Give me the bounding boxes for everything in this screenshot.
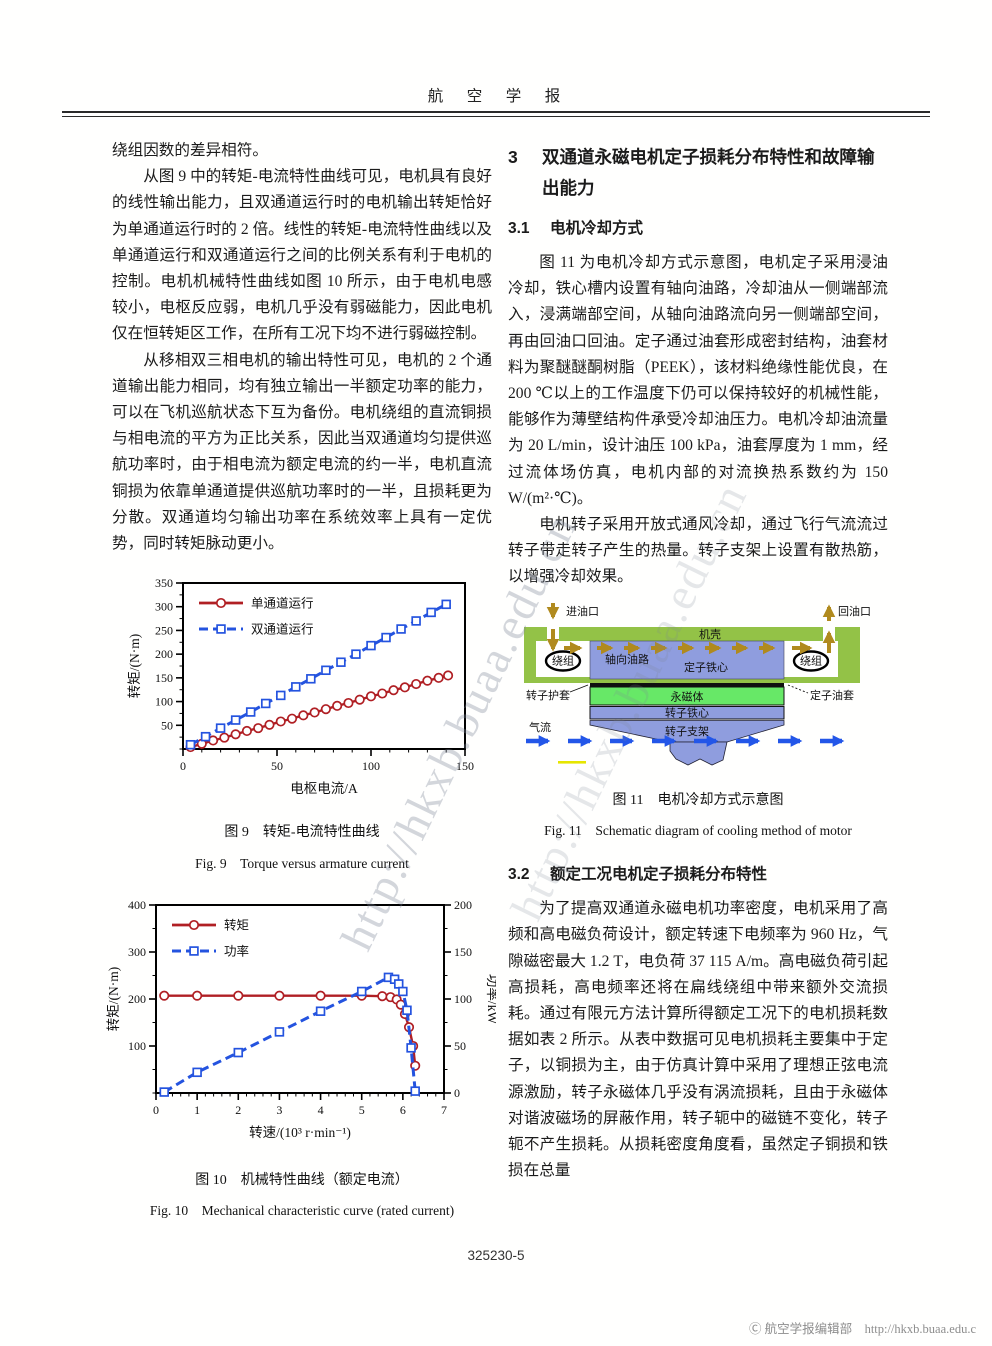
svg-text:转矩/(N·m): 转矩/(N·m) [106,967,121,1032]
fig10-chart-svg: 0 1 2 3 4 5 6 7 100 200 300 400 0 50 100 150 200 转速/(10³ … [106,898,501,1140]
paragraph: 为了提高双通道永磁电机功率密度，电机采用了高频和高电磁负荷设计，额定转速下电频率… [508,900,888,1180]
left-column: 绕组因数的差异相符。 从图 9 中的转矩-电流特性曲线可见，电机具有良好的线性输… [106,138,501,1225]
fig11-caption-en: Fig. 11 Schematic diagram of cooling met… [544,823,852,839]
oil-return-label: 回油口 [838,604,871,618]
journal-title: 航 空 学 报 [427,88,565,105]
fig9-caption-cn: 图 9 转矩-电流特性曲线 [224,825,380,841]
section-number: 3 [508,147,518,167]
paragraph: 图 11 为电机冷却方式示意图，电机定子采用浸油冷却，铁心槽内设置有轴向油路，冷… [508,254,888,507]
svg-text:转矩/(N·m): 转矩/(N·m) [127,634,142,699]
section-number: 3.2 [508,866,530,884]
magnet-label: 永磁体 [671,689,704,703]
svg-text:功率/kW: 功率/kW [485,974,496,1025]
svg-text:200: 200 [128,992,146,1006]
svg-text:0: 0 [153,1103,159,1117]
rotor-sheath-bar [590,682,784,687]
fig10-chart: 0 1 2 3 4 5 6 7 100 200 300 400 0 50 100 150 200 转速/(10³ … [104,893,501,1160]
svg-text:0: 0 [454,1086,460,1100]
section-3-2-heading: 3.2 额定工况电机定子损耗分布特性 [508,864,888,886]
svg-text:6: 6 [400,1103,406,1117]
section-3-1-heading: 3.1 电机冷却方式 [508,218,888,240]
svg-text:功率: 功率 [224,943,249,958]
fig11-caption-cn: 图 11 电机冷却方式示意图 [612,792,784,808]
svg-text:电枢电流/A: 电枢电流/A [290,781,358,796]
svg-text:2: 2 [235,1103,241,1117]
oil-arrows [546,602,836,655]
svg-text:7: 7 [441,1103,447,1117]
svg-text:50: 50 [454,1039,466,1053]
svg-text:100: 100 [362,759,380,773]
stator-core-label: 定子铁心 [684,660,728,674]
casing-left [524,626,536,683]
winding-right-label: 绕组 [800,653,822,667]
section-title: 额定工况电机定子损耗分布特性 [550,866,768,884]
stator-oil-sleeve-label: 定子油套 [810,688,854,702]
rotor-support-stem [669,741,728,766]
paragraph: 绕组因数的差异相符。 [112,142,268,159]
svg-text:350: 350 [155,576,173,590]
svg-text:转速/(10³ r·min⁻¹): 转速/(10³ r·min⁻¹) [249,1125,351,1140]
fig10-caption-cn: 图 10 机械特性曲线（额定电流） [195,1173,409,1189]
casing-right [838,626,860,683]
svg-text:5: 5 [359,1103,365,1117]
casing-bottom [524,676,860,683]
svg-text:150: 150 [454,945,472,959]
svg-text:50: 50 [161,719,173,733]
svg-text:单通道运行: 单通道运行 [251,597,314,611]
magnet-band [589,686,785,706]
svg-text:200: 200 [155,647,173,661]
paragraph: 从移相双三相电机的输出特性可见，电机的 2 个通道输出能力相同，均有独立输出一半… [112,351,492,553]
stator-sleeve-leader [787,684,809,694]
svg-text:100: 100 [454,992,472,1006]
yellow-underline-mark [558,760,586,764]
fig9-chart-svg: 0 50 100 150 50 100 150 200 250 300 350 电枢电流/A 转矩/(N… [127,576,474,796]
page-number: 325230-5 [467,1248,525,1263]
section-3-heading: 3 双通道永磁电机定子损耗分布特性和故障输出能力 [508,142,888,204]
figure-11: 进油口 回油口 机壳 绕组 绕组 轴向油路 定子铁心 转子护套 定子油套 永磁体… [508,601,888,845]
paragraph: 电机转子采用开放式通风冷却，通过飞行气流流过转子带走转子产生的热量。转子支架上设… [508,516,888,586]
svg-text:双通道运行: 双通道运行 [251,623,314,637]
fig11-cooling-diagram: 进油口 回油口 机壳 绕组 绕组 轴向油路 定子铁心 转子护套 定子油套 永磁体… [524,602,871,766]
svg-text:1: 1 [194,1103,200,1117]
winding-left-oval [544,649,582,672]
rotor-support-label: 转子支架 [665,724,709,738]
airflow-label: 气流 [529,720,551,734]
rotor-sheath-label: 转子护套 [526,688,570,702]
svg-text:3: 3 [276,1103,282,1117]
rotor-core-band [589,705,785,720]
svg-text:200: 200 [454,898,472,912]
fig9-chart: 0 50 100 150 50 100 150 200 250 300 350 电枢电流/A 转矩/(N… [125,573,479,812]
svg-text:4: 4 [318,1103,324,1117]
axial-oil-path-label: 轴向油路 [605,652,649,666]
figure-10: 0 1 2 3 4 5 6 7 100 200 300 400 0 50 100 150 200 转速/(10³ … [106,893,501,1225]
svg-text:300: 300 [155,600,173,614]
right-column: 3 双通道永磁电机定子损耗分布特性和故障输出能力 3.1 电机冷却方式 图 11… [508,138,888,1184]
section-title: 电机冷却方式 [550,220,644,237]
svg-text:转矩: 转矩 [224,917,249,932]
footer-credit: Ⓒ 航空学报编辑部 http://hkxb.buaa.edu.c [748,1322,976,1336]
oil-inlet-label: 进油口 [566,604,599,618]
winding-left-label: 绕组 [552,653,574,667]
paragraph: 从图 9 中的转矩-电流特性曲线可见，电机具有良好的线性输出能力，且双通道运行时… [112,168,492,343]
rotor-core-label: 转子铁心 [665,705,709,719]
section-title: 双通道永磁电机定子损耗分布特性和故障输出能力 [542,147,875,198]
svg-text:100: 100 [128,1039,146,1053]
svg-text:0: 0 [180,759,186,773]
svg-text:100: 100 [155,695,173,709]
fig9-caption-en: Fig. 9 Torque versus armature current [195,855,409,871]
fig10-caption-en: Fig. 10 Mechanical characteristic curve … [149,1203,455,1219]
svg-text:150: 150 [155,671,173,685]
casing-top [524,626,860,641]
casing-label: 机壳 [699,627,721,641]
rotor-sheath-leader [569,684,589,693]
svg-text:400: 400 [128,898,146,912]
header-double-rule [62,111,930,117]
section-number: 3.1 [508,220,530,237]
figure-9: 0 50 100 150 50 100 150 200 250 300 350 电枢电流/A 转矩/(N… [112,573,492,877]
svg-text:50: 50 [271,759,283,773]
svg-text:250: 250 [155,624,173,638]
svg-text:150: 150 [456,759,474,773]
svg-text:300: 300 [128,945,146,959]
